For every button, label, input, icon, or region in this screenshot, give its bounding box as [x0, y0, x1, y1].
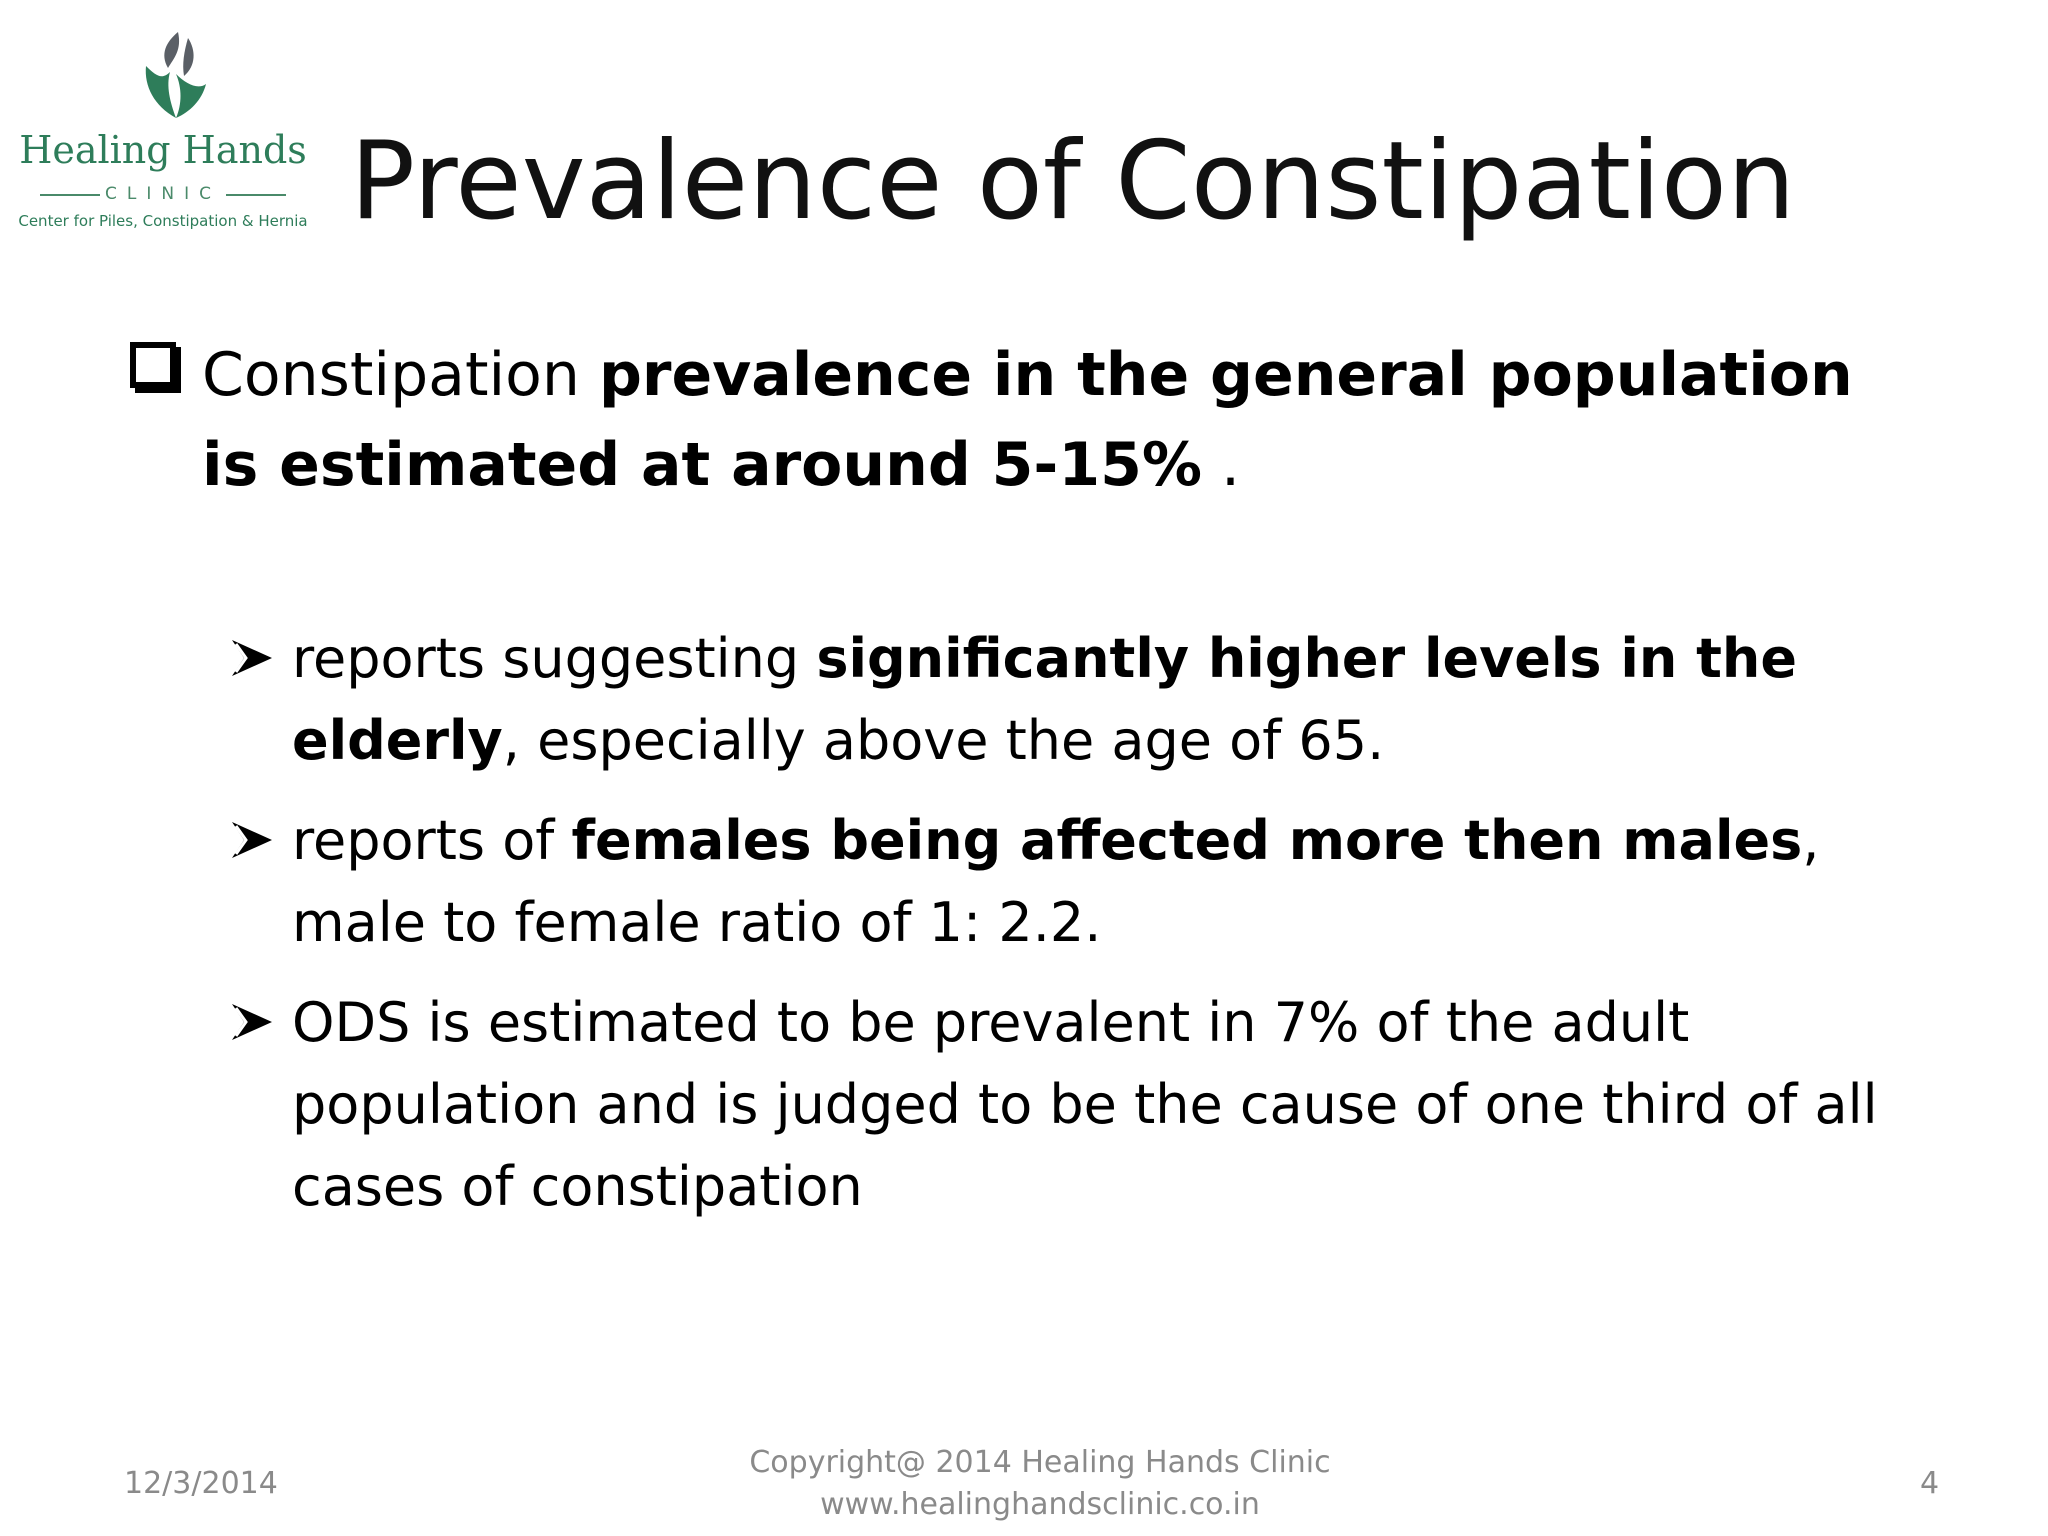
healing-hands-logo-icon [145, 32, 206, 118]
logo-divider [226, 194, 286, 196]
sub-bullet: reports suggesting significantly higher … [230, 618, 1950, 782]
checkbox-icon [130, 342, 176, 388]
sub-bullet-pre: reports of [292, 809, 572, 872]
slide-title: Prevalence of Constipation [350, 119, 1796, 244]
sub-bullet-text: reports of females being affected more t… [292, 800, 1932, 964]
sub-bullet-post: , male to female ratio of 1: 2.2. [292, 809, 1820, 954]
footer-copyright: Copyright@ 2014 Healing Hands Clinic www… [700, 1442, 1380, 1526]
main-bullet-part3: . [1201, 430, 1241, 500]
arrow-bullet-icon [232, 822, 272, 858]
logo-divider [40, 194, 100, 196]
page-number: 4 [1920, 1466, 1940, 1501]
sub-bullet-pre: reports suggesting [292, 627, 817, 690]
main-bullet-part1: Constipation [202, 340, 599, 410]
sub-bullet-text: ODS is estimated to be prevalent in 7% o… [292, 982, 1932, 1228]
sub-bullet-bold: significantly higher levels in the elder… [292, 627, 1797, 772]
sub-bullet-bold: females being affected more then males [571, 809, 1803, 872]
logo-clinic-row: CLINIC [18, 184, 308, 206]
logo-clinic: CLINIC [105, 184, 221, 204]
footer-date: 12/3/2014 [124, 1466, 278, 1501]
sub-bullet-text: reports suggesting significantly higher … [292, 618, 1932, 782]
main-bullet-bold: prevalence in the general population is … [202, 340, 1853, 500]
sub-bullet-pre: ODS is estimated to be prevalent in 7% o… [292, 991, 1878, 1218]
arrow-bullet-icon [232, 640, 272, 676]
logo-tagline: Center for Piles, Constipation & Hernia [18, 212, 308, 230]
sub-bullet-list: reports suggesting significantly higher … [230, 618, 1950, 1246]
arrow-bullet-icon [232, 1004, 272, 1040]
logo-name: Healing Hands [19, 128, 307, 172]
copyright-text: Copyright@ 2014 Healing Hands Clinic [749, 1445, 1331, 1480]
main-bullet-text: Constipation prevalence in the general p… [202, 330, 1902, 510]
sub-bullet: ODS is estimated to be prevalent in 7% o… [230, 982, 1950, 1228]
clinic-logo: Healing Hands CLINIC Center for Piles, C… [18, 28, 308, 230]
website-text: www.healinghandsclinic.co.in [820, 1487, 1260, 1522]
sub-bullet: reports of females being affected more t… [230, 800, 1950, 964]
sub-bullet-post: , especially above the age of 65. [502, 709, 1385, 772]
